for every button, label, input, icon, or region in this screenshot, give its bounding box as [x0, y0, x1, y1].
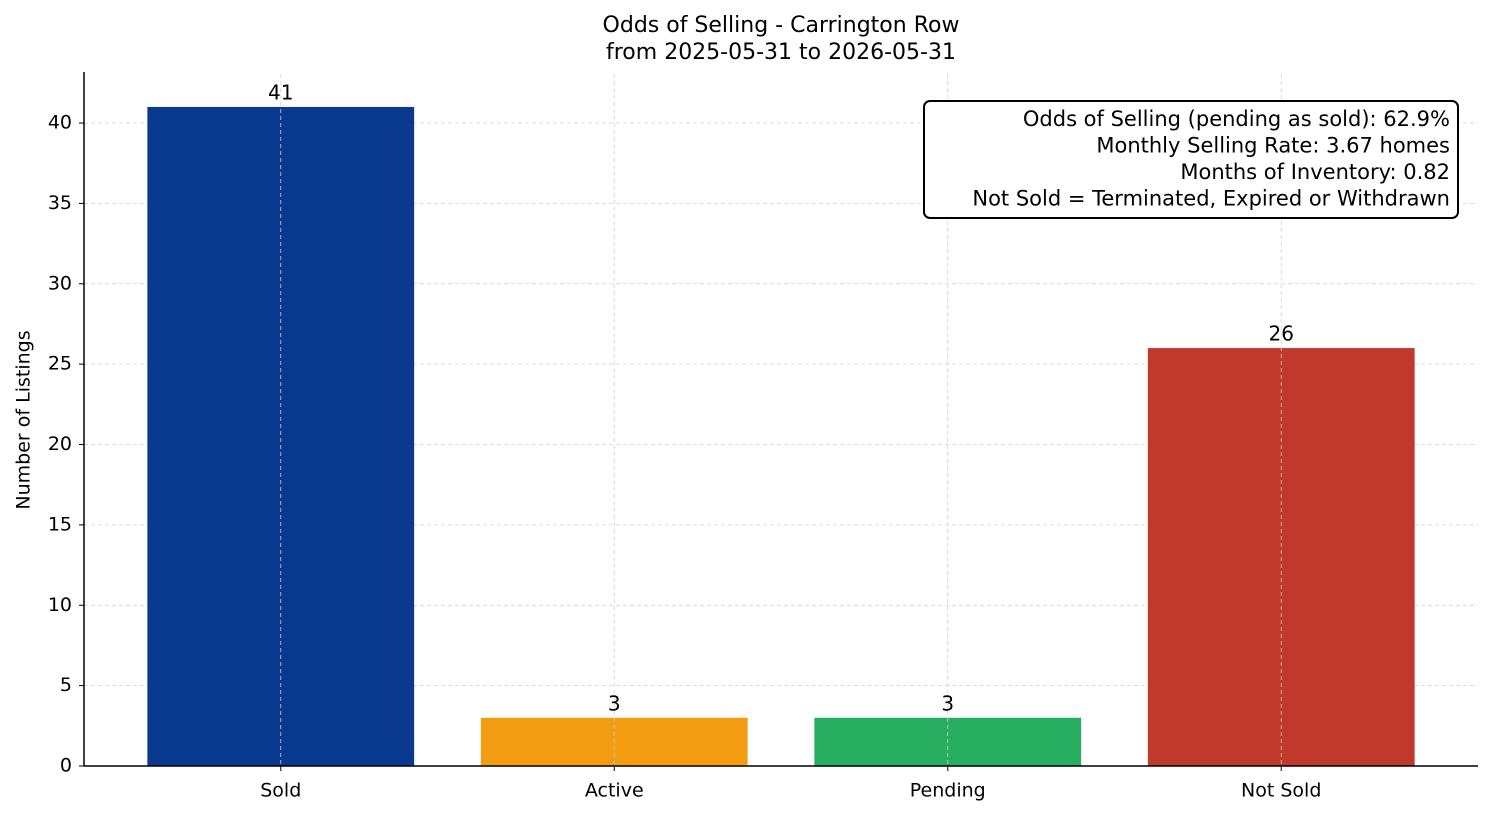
y-tick-label: 15 — [48, 513, 72, 535]
y-tick-label: 20 — [48, 433, 72, 455]
y-tick-label: 25 — [48, 353, 72, 375]
y-tick-label: 40 — [48, 112, 72, 134]
annotation-line: Not Sold = Terminated, Expired or Withdr… — [972, 187, 1450, 211]
y-tick-label: 30 — [48, 272, 72, 294]
y-axis-label: Number of Listings — [13, 330, 35, 509]
y-tick-label: 35 — [48, 192, 72, 214]
x-tick-label: Pending — [910, 780, 986, 802]
chart-title: Odds of Selling - Carrington Row — [603, 13, 960, 38]
x-tick-label: Active — [585, 780, 644, 802]
chart-subtitle: from 2025-05-31 to 2026-05-31 — [606, 40, 956, 65]
y-tick-label: 10 — [48, 594, 72, 616]
value-label: 3 — [608, 691, 621, 715]
annotation-line: Monthly Selling Rate: 3.67 homes — [1096, 134, 1450, 158]
annotation-line: Months of Inventory: 0.82 — [1180, 160, 1450, 184]
value-label: 3 — [941, 691, 954, 715]
bar — [147, 106, 415, 766]
x-tick-label: Not Sold — [1241, 780, 1321, 802]
annotation-line: Odds of Selling (pending as sold): 62.9% — [1023, 107, 1450, 131]
annotation-box — [923, 100, 1459, 219]
y-tick-label: 0 — [60, 755, 72, 777]
x-tick-label: Sold — [260, 780, 301, 802]
y-tick-label: 5 — [60, 674, 72, 696]
